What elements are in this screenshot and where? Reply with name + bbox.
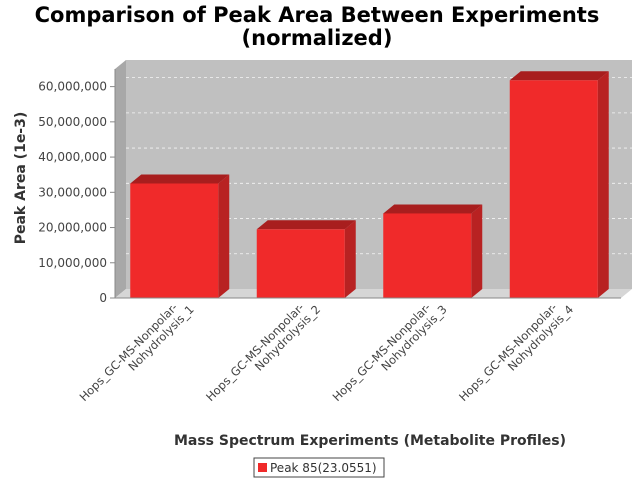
- bar-top: [130, 174, 230, 184]
- chart-title-line-2: (normalized): [242, 26, 393, 50]
- plot-floor: [115, 289, 632, 298]
- y-tick-label: 60,000,000: [38, 80, 107, 94]
- x-category-label: Hops_GC-MS-Nonpolar-Nohydrolysis_4: [456, 293, 576, 413]
- y-tick-label: 30,000,000: [38, 185, 107, 199]
- legend: Peak 85(23.0551): [253, 457, 385, 478]
- y-tick-label: 0: [99, 291, 107, 305]
- y-tick-label: 10,000,000: [38, 256, 107, 270]
- bar-side: [597, 71, 609, 298]
- bar: [509, 80, 598, 298]
- legend-swatch: [258, 463, 267, 472]
- bar-top: [383, 204, 483, 214]
- bars: [130, 71, 609, 298]
- bar-group: [509, 71, 609, 298]
- bar-top: [256, 220, 356, 230]
- chart-title-line-1: Comparison of Peak Area Between Experime…: [35, 3, 600, 27]
- bar-group: [130, 174, 230, 298]
- y-axis-ticks: 0 10,000,000 20,000,000 30,000,000 40,000,00…: [38, 80, 115, 305]
- x-axis-label: Mass Spectrum Experiments (Metabolite Pr…: [174, 433, 566, 449]
- x-axis-categories: Hops_GC-MS-Nonpolar-Nohydrolysis_1 Hops_G…: [77, 293, 577, 413]
- bar-group: [383, 204, 483, 298]
- bar-top: [509, 71, 609, 81]
- bar-side: [344, 220, 356, 298]
- y-axis-label: Peak Area (1e-3): [13, 112, 29, 245]
- y-tick-label: 20,000,000: [38, 221, 107, 235]
- x-category-label: Hops_GC-MS-Nonpolar-Nohydrolysis_2: [203, 293, 323, 413]
- bar: [130, 183, 219, 298]
- plot-back-wall: [126, 60, 632, 289]
- x-category-label: Hops_GC-MS-Nonpolar-Nohydrolysis_3: [330, 293, 450, 413]
- plot-side-wall: [115, 60, 126, 298]
- bar-group: [256, 220, 356, 298]
- legend-box: [253, 457, 385, 478]
- y-tick-label: 40,000,000: [38, 150, 107, 164]
- bar: [256, 229, 345, 298]
- legend-label: Peak 85(23.0551): [270, 461, 377, 475]
- bar-side: [218, 174, 230, 298]
- x-category-label: Hops_GC-MS-Nonpolar-Nohydrolysis_1: [77, 293, 197, 413]
- bar-side: [471, 204, 483, 298]
- bar: [383, 213, 472, 298]
- y-tick-label: 50,000,000: [38, 115, 107, 129]
